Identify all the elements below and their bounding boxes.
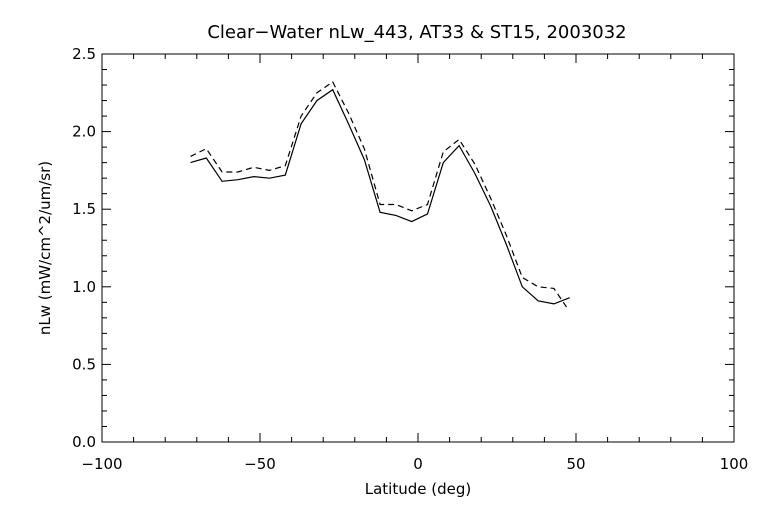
- axis-ticks: −100 −50 0 50 100 0.0 0.5 1.0 1.5 2.0 2.5: [72, 45, 748, 473]
- x-tick-label: 0: [413, 455, 423, 473]
- plot-frame: [101, 53, 735, 443]
- chart-title: Clear−Water nLw_443, AT33 & ST15, 200303…: [207, 22, 626, 43]
- x-tick-label: 50: [566, 455, 585, 473]
- x-tick-label: −100: [81, 455, 122, 473]
- y-tick-label: 1.0: [72, 278, 96, 296]
- series-group: [190, 81, 570, 308]
- y-axis-label: nLw (mW/cm^2/um/sr): [36, 161, 54, 335]
- y-tick-label: 2.5: [72, 45, 96, 63]
- y-tick-label: 0.0: [72, 433, 96, 451]
- y-tick-label: 1.5: [72, 200, 96, 218]
- x-tick-label: −50: [244, 455, 276, 473]
- y-tick-label: 2.0: [72, 123, 96, 141]
- x-tick-label: 100: [720, 455, 749, 473]
- y-tick-label: 0.5: [72, 355, 96, 373]
- solid-series-line: [190, 88, 570, 305]
- dashed-series-line: [190, 81, 567, 308]
- x-axis-label: Latitude (deg): [365, 480, 471, 498]
